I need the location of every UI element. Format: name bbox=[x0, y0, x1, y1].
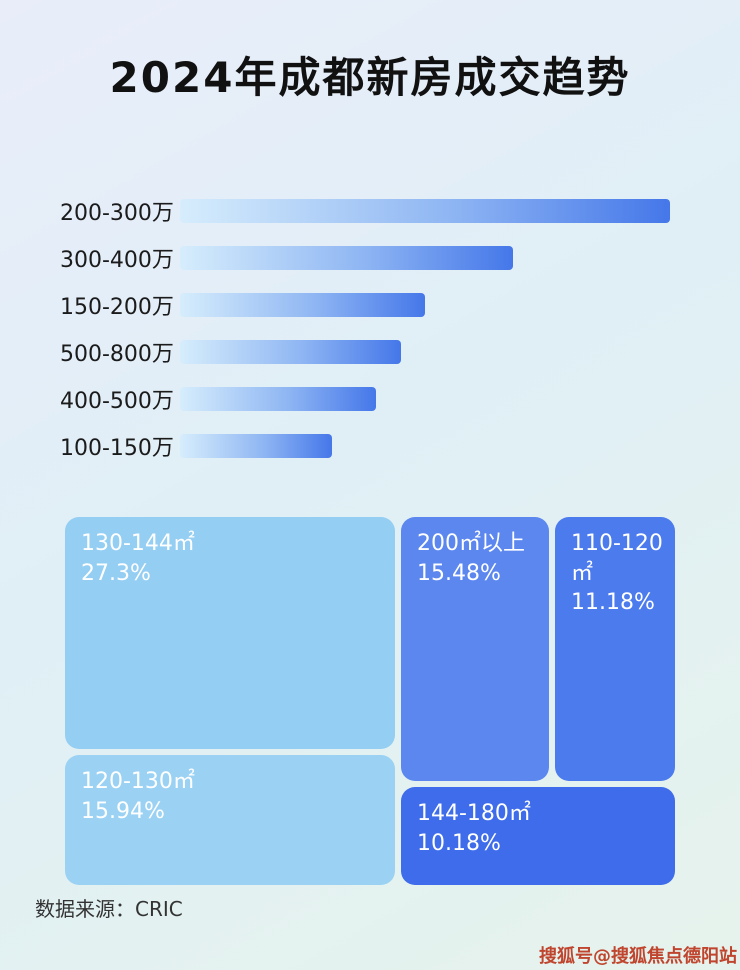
bar-fill bbox=[180, 198, 670, 223]
bar-row: 150-200万 bbox=[60, 281, 740, 328]
treemap-percent: 15.48% bbox=[417, 560, 501, 586]
bar-row: 100-150万 bbox=[60, 422, 740, 469]
page-title: 2024年成都新房成交趋势 bbox=[109, 53, 631, 102]
bar-track bbox=[180, 433, 670, 458]
bar-row: 400-500万 bbox=[60, 375, 740, 422]
treemap-label: 120-130㎡ bbox=[81, 769, 195, 794]
bar-category-label: 200-300万 bbox=[60, 200, 174, 226]
bar-track bbox=[180, 339, 670, 364]
bar-category-label: 100-150万 bbox=[60, 435, 174, 461]
treemap-box-200-plus: 200㎡以上 15.48% bbox=[401, 517, 549, 781]
watermark-label: 搜狐号@搜狐焦点德阳站 bbox=[539, 946, 737, 967]
bar-fill bbox=[180, 245, 514, 270]
bar-fill bbox=[180, 339, 401, 364]
bar-category-label: 500-800万 bbox=[60, 341, 174, 367]
treemap-box-110-120: 110-120㎡ 11.18% bbox=[555, 517, 675, 781]
bar-chart: 200-300万 300-400万 150-200万 500-800万 400-500万… bbox=[60, 187, 740, 469]
bar-row: 200-300万 bbox=[60, 187, 740, 234]
bar-track bbox=[180, 198, 670, 223]
bar-fill bbox=[180, 292, 425, 317]
treemap-label: 130-144㎡ bbox=[81, 531, 195, 556]
treemap-box-144-180: 144-180㎡ 10.18% bbox=[401, 787, 675, 885]
treemap-percent: 11.18% bbox=[571, 590, 655, 616]
treemap-label: 144-180㎡ bbox=[417, 801, 531, 826]
bar-fill bbox=[180, 433, 332, 458]
bar-category-label: 400-500万 bbox=[60, 388, 174, 414]
bar-fill bbox=[180, 386, 376, 411]
treemap-percent: 10.18% bbox=[417, 830, 501, 856]
bar-row: 500-800万 bbox=[60, 328, 740, 375]
bar-track bbox=[180, 386, 670, 411]
bar-category-label: 150-200万 bbox=[60, 294, 174, 320]
treemap-percent: 15.94% bbox=[81, 798, 165, 824]
treemap-box-120-130: 120-130㎡ 15.94% bbox=[65, 755, 395, 885]
bar-track bbox=[180, 245, 670, 270]
bar-track bbox=[180, 292, 670, 317]
treemap-percent: 27.3% bbox=[81, 560, 151, 586]
treemap-label: 200㎡以上 bbox=[417, 531, 525, 556]
bar-row: 300-400万 bbox=[60, 234, 740, 281]
data-source-label: 数据来源：CRIC bbox=[35, 897, 183, 921]
treemap-box-130-144: 130-144㎡ 27.3% bbox=[65, 517, 395, 749]
bar-category-label: 300-400万 bbox=[60, 247, 174, 273]
treemap-chart: 130-144㎡ 27.3% 120-130㎡ 15.94% 200㎡以上 15… bbox=[65, 517, 675, 885]
treemap-label: 110-120㎡ bbox=[571, 531, 663, 586]
